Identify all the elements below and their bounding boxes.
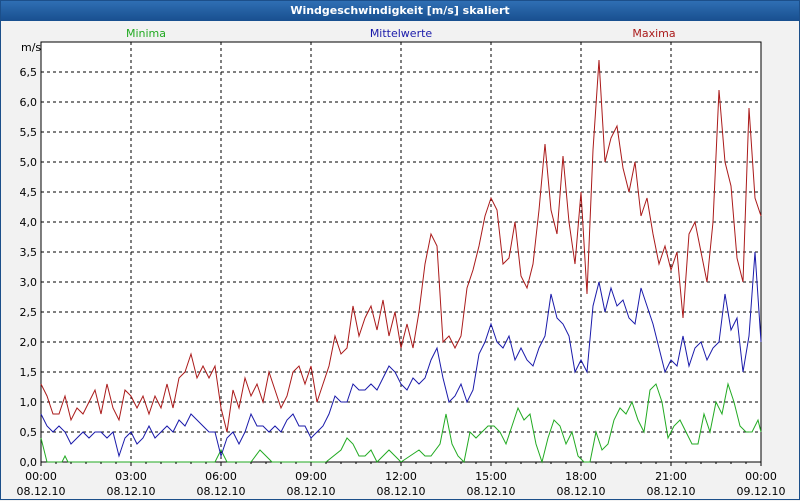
x-tick-date-label: 08.12.10 (287, 485, 336, 498)
x-tick-time-label: 00:00 (25, 470, 57, 483)
x-tick-time-label: 15:00 (475, 470, 507, 483)
y-tick-label: 1,0 (20, 396, 38, 409)
legend-minima: Minima (126, 27, 166, 40)
legend-mittelwerte: Mittelwerte (370, 27, 433, 40)
y-tick-label: 0,0 (20, 456, 38, 469)
series-lines (40, 59, 762, 464)
x-tick-time-label: 18:00 (565, 470, 597, 483)
y-tick-label: 0,5 (20, 426, 38, 439)
y-tick-label: 4,5 (20, 186, 38, 199)
y-tick-label: 4,0 (20, 216, 38, 229)
y-tick-label: 2,0 (20, 336, 38, 349)
x-axis: 00:00 08.12.10 03:00 08.12.10 06:00 08.12.10 0… (17, 462, 786, 498)
x-tick-date-label: 08.12.10 (377, 485, 426, 498)
y-tick-label: 3,0 (20, 276, 38, 289)
x-tick-date-label: 09.12.10 (737, 485, 786, 498)
x-tick-date-label: 08.12.10 (197, 485, 246, 498)
x-tick-time-label: 06:00 (205, 470, 237, 483)
y-tick-label: 1,5 (20, 366, 38, 379)
x-tick-time-label: 12:00 (385, 470, 417, 483)
x-tick-date-label: 08.12.10 (17, 485, 66, 498)
x-tick-date-label: 08.12.10 (107, 485, 156, 498)
x-tick-date-label: 08.12.10 (647, 485, 696, 498)
y-tick-label: 2,5 (20, 306, 38, 319)
y-axis: 0,0 0,5 1,0 1,5 2,0 2,5 3,0 3,5 4,0 4,5 5,0 5,5 6,0 6… (20, 66, 38, 469)
y-axis-unit-label: m/s (21, 41, 41, 54)
y-tick-label: 6,0 (20, 96, 38, 109)
y-tick-label: 6,5 (20, 66, 38, 79)
y-tick-label: 5,5 (20, 126, 38, 139)
x-tick-date-label: 08.12.10 (467, 485, 516, 498)
grid (41, 42, 761, 462)
series-line-minima (40, 382, 762, 464)
series-line-maxima (40, 59, 762, 433)
x-tick-time-label: 03:00 (115, 470, 147, 483)
x-tick-time-label: 21:00 (655, 470, 687, 483)
window-title: Windgeschwindigkeit [m/s] skaliert (1, 1, 799, 21)
y-tick-label: 5,0 (20, 156, 38, 169)
x-tick-time-label: 09:00 (295, 470, 327, 483)
y-tick-label: 3,5 (20, 246, 38, 259)
legend-maxima: Maxima (632, 27, 675, 40)
x-tick-date-label: 08.12.10 (557, 485, 606, 498)
x-tick-time-label: 00:00 (745, 470, 777, 483)
series-line-mittelwerte (40, 251, 762, 458)
